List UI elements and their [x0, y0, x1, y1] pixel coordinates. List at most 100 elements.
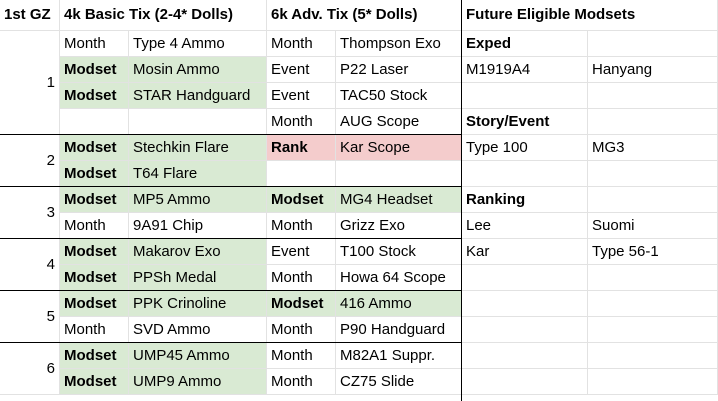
basic-item-cell[interactable]	[129, 109, 267, 135]
gz-number-cell[interactable]: 6	[0, 343, 60, 395]
header-basic-tix[interactable]: 4k Basic Tix (2-4* Dolls)	[60, 0, 267, 31]
adv-type-cell[interactable]: Month	[267, 213, 336, 239]
group-divider	[0, 134, 462, 135]
adv-type-cell[interactable]: Month	[267, 31, 336, 57]
adv-type-cell[interactable]: Modset	[267, 187, 336, 213]
future-col-a[interactable]: Ranking	[462, 187, 588, 213]
future-col-b[interactable]	[588, 291, 718, 317]
adv-item-cell[interactable]	[336, 161, 462, 187]
group-divider	[0, 186, 462, 187]
basic-item-cell[interactable]: PPSh Medal	[129, 265, 267, 291]
basic-type-cell[interactable]: Modset	[60, 135, 129, 161]
future-col-a[interactable]: M1919A4	[462, 57, 588, 83]
future-col-b[interactable]	[588, 317, 718, 343]
adv-item-cell[interactable]: Howa 64 Scope	[336, 265, 462, 291]
basic-type-cell[interactable]: Month	[60, 213, 129, 239]
adv-item-cell[interactable]: M82A1 Suppr.	[336, 343, 462, 369]
basic-type-cell[interactable]: Modset	[60, 83, 129, 109]
gz-number-cell[interactable]: 1	[0, 31, 60, 135]
future-col-a[interactable]	[462, 83, 588, 109]
group-divider	[0, 342, 462, 343]
adv-type-cell[interactable]: Month	[267, 265, 336, 291]
adv-item-cell[interactable]: P90 Handguard	[336, 317, 462, 343]
header-future-modsets[interactable]: Future Eligible Modsets	[462, 0, 718, 31]
header-gz[interactable]: 1st GZ	[0, 0, 60, 31]
future-col-b[interactable]	[588, 31, 718, 57]
basic-item-cell[interactable]: UMP9 Ammo	[129, 369, 267, 395]
future-col-b[interactable]: Suomi	[588, 213, 718, 239]
basic-item-cell[interactable]: SVD Ammo	[129, 317, 267, 343]
adv-type-cell[interactable]: Modset	[267, 291, 336, 317]
adv-type-cell[interactable]: Month	[267, 317, 336, 343]
basic-item-cell[interactable]: 9A91 Chip	[129, 213, 267, 239]
adv-type-cell[interactable]: Event	[267, 83, 336, 109]
section-divider	[461, 0, 462, 401]
basic-type-cell[interactable]: Modset	[60, 57, 129, 83]
adv-item-cell[interactable]: P22 Laser	[336, 57, 462, 83]
adv-type-cell[interactable]: Month	[267, 343, 336, 369]
future-col-b[interactable]: Type 56-1	[588, 239, 718, 265]
basic-item-cell[interactable]: T64 Flare	[129, 161, 267, 187]
basic-item-cell[interactable]: UMP45 Ammo	[129, 343, 267, 369]
basic-item-cell[interactable]: MP5 Ammo	[129, 187, 267, 213]
adv-item-cell[interactable]: TAC50 Stock	[336, 83, 462, 109]
adv-item-cell[interactable]: Grizz Exo	[336, 213, 462, 239]
basic-item-cell[interactable]: Stechkin Flare	[129, 135, 267, 161]
adv-item-cell[interactable]: AUG Scope	[336, 109, 462, 135]
future-col-b[interactable]	[588, 187, 718, 213]
future-col-a[interactable]: Type 100	[462, 135, 588, 161]
basic-type-cell[interactable]: Modset	[60, 369, 129, 395]
future-col-a[interactable]	[462, 369, 588, 395]
basic-type-cell[interactable]: Modset	[60, 187, 129, 213]
gz-number-cell[interactable]: 3	[0, 187, 60, 239]
adv-type-cell[interactable]: Rank	[267, 135, 336, 161]
basic-item-cell[interactable]: Makarov Exo	[129, 239, 267, 265]
adv-type-cell[interactable]: Event	[267, 57, 336, 83]
adv-type-cell[interactable]: Event	[267, 239, 336, 265]
basic-type-cell[interactable]: Modset	[60, 291, 129, 317]
basic-type-cell[interactable]: Modset	[60, 239, 129, 265]
future-col-b[interactable]	[588, 83, 718, 109]
basic-item-cell[interactable]: STAR Handguard	[129, 83, 267, 109]
future-col-b[interactable]	[588, 161, 718, 187]
future-col-a[interactable]	[462, 343, 588, 369]
adv-item-cell[interactable]: Kar Scope	[336, 135, 462, 161]
future-col-b[interactable]	[588, 343, 718, 369]
group-divider	[0, 238, 462, 239]
gz-number-cell[interactable]: 2	[0, 135, 60, 187]
basic-type-cell[interactable]	[60, 109, 129, 135]
future-col-b[interactable]: Hanyang	[588, 57, 718, 83]
future-col-a[interactable]	[462, 291, 588, 317]
adv-item-cell[interactable]: 416 Ammo	[336, 291, 462, 317]
future-col-a[interactable]	[462, 317, 588, 343]
future-col-b[interactable]	[588, 369, 718, 395]
basic-item-cell[interactable]: PPK Crinoline	[129, 291, 267, 317]
future-col-a[interactable]: Lee	[462, 213, 588, 239]
future-col-a[interactable]: Kar	[462, 239, 588, 265]
header-adv-tix[interactable]: 6k Adv. Tix (5* Dolls)	[267, 0, 462, 31]
future-col-b[interactable]	[588, 109, 718, 135]
adv-item-cell[interactable]: MG4 Headset	[336, 187, 462, 213]
future-col-a[interactable]: Story/Event	[462, 109, 588, 135]
future-col-a[interactable]: Exped	[462, 31, 588, 57]
adv-type-cell[interactable]: Month	[267, 109, 336, 135]
basic-type-cell[interactable]: Month	[60, 31, 129, 57]
basic-item-cell[interactable]: Mosin Ammo	[129, 57, 267, 83]
basic-type-cell[interactable]: Modset	[60, 343, 129, 369]
group-divider	[0, 290, 462, 291]
future-col-b[interactable]	[588, 265, 718, 291]
adv-item-cell[interactable]: CZ75 Slide	[336, 369, 462, 395]
future-col-b[interactable]: MG3	[588, 135, 718, 161]
future-col-a[interactable]	[462, 161, 588, 187]
adv-item-cell[interactable]: T100 Stock	[336, 239, 462, 265]
basic-item-cell[interactable]: Type 4 Ammo	[129, 31, 267, 57]
basic-type-cell[interactable]: Month	[60, 317, 129, 343]
gz-number-cell[interactable]: 4	[0, 239, 60, 291]
basic-type-cell[interactable]: Modset	[60, 161, 129, 187]
adv-type-cell[interactable]: Month	[267, 369, 336, 395]
basic-type-cell[interactable]: Modset	[60, 265, 129, 291]
adv-item-cell[interactable]: Thompson Exo	[336, 31, 462, 57]
gz-number-cell[interactable]: 5	[0, 291, 60, 343]
future-col-a[interactable]	[462, 265, 588, 291]
adv-type-cell[interactable]	[267, 161, 336, 187]
